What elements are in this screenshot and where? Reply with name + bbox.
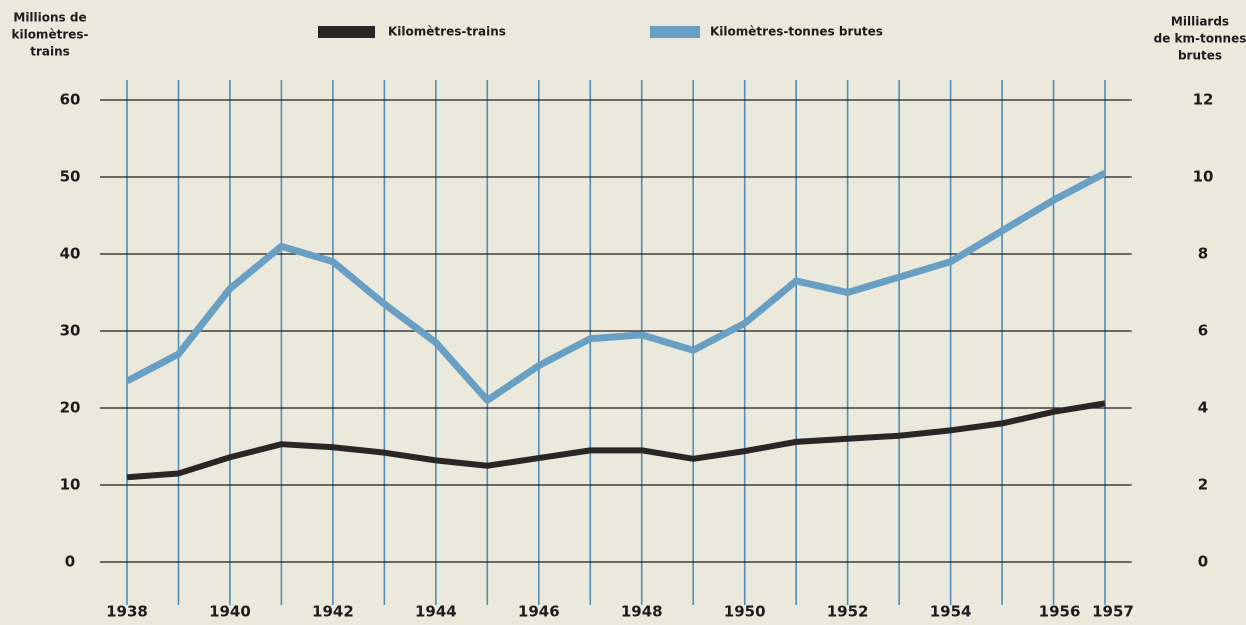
y-tick-label: 40 <box>60 245 81 263</box>
y2-axis-label: Milliards <box>1171 15 1229 29</box>
x-tick-label: 1950 <box>724 603 766 621</box>
x-tick-label: 1946 <box>518 603 560 621</box>
legend-label: Kilomètres-trains <box>388 25 506 39</box>
x-tick-label: 1942 <box>312 603 354 621</box>
x-tick-label: 1956 <box>1039 603 1081 621</box>
y2-tick-label: 8 <box>1198 245 1208 263</box>
y2-tick-label: 2 <box>1198 476 1208 494</box>
legend-label: Kilomètres-tonnes brutes <box>710 25 883 39</box>
x-tick-label: 1952 <box>827 603 869 621</box>
y-axis-label: Millions de <box>13 11 86 25</box>
y-tick-label: 60 <box>60 91 81 109</box>
y-tick-label: 10 <box>60 476 81 494</box>
y2-axis-label: de km-tonnes <box>1154 32 1246 46</box>
x-tick-label: 1948 <box>621 603 663 621</box>
series-line <box>125 170 1107 404</box>
y-tick-label: 30 <box>60 322 81 340</box>
y2-tick-label: 0 <box>1198 553 1208 571</box>
x-tick-label: 1944 <box>415 603 457 621</box>
y2-tick-label: 10 <box>1193 168 1214 186</box>
y-axis-label: kilomètres- <box>11 28 88 42</box>
y2-axis-label: brutes <box>1178 49 1222 63</box>
y-tick-label: 0 <box>65 553 75 571</box>
y-tick-label: 20 <box>60 399 81 417</box>
y2-tick-label: 6 <box>1198 322 1208 340</box>
legend-swatch <box>650 26 700 38</box>
y2-tick-label: 12 <box>1193 91 1214 109</box>
legend-swatch <box>318 26 375 38</box>
y2-tick-label: 4 <box>1198 399 1208 417</box>
x-tick-label: 1957 <box>1092 603 1134 621</box>
y-axis-label: trains <box>30 45 70 59</box>
x-tick-label: 1940 <box>209 603 251 621</box>
series-line <box>126 400 1106 481</box>
y-tick-label: 50 <box>60 168 81 186</box>
x-tick-label: 1938 <box>106 603 148 621</box>
x-tick-label: 1954 <box>930 603 972 621</box>
